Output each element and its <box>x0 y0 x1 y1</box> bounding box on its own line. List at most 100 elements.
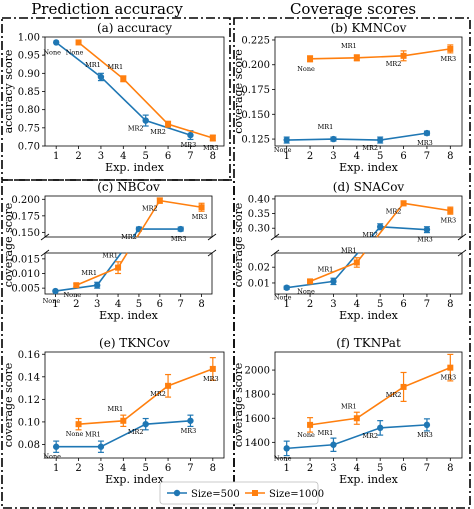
data-point <box>330 278 337 285</box>
y-tick-label: 0.01 <box>248 278 270 289</box>
y-tick-label: 0.015 <box>11 254 40 265</box>
data-point <box>423 129 431 137</box>
point-label: None <box>66 48 84 56</box>
y-tick-label: 2000 <box>245 366 270 377</box>
y-axis-label: coverage score <box>2 363 15 448</box>
data-point <box>177 225 184 233</box>
axes-lower-frame <box>274 252 463 295</box>
accuracy-group-frame <box>1 17 231 181</box>
x-tick-label: 3 <box>330 463 336 474</box>
y-tick-label: 0.30 <box>248 224 270 235</box>
point-label: MR3 <box>440 55 456 63</box>
point-label: None <box>297 65 315 73</box>
y-axis-label: coverage score <box>232 363 245 448</box>
axis-break-mark <box>40 249 50 257</box>
data-point <box>187 131 194 139</box>
point-label: MR1 <box>341 402 357 410</box>
x-axis-label: Exp. index <box>339 473 398 486</box>
axis-break-mark <box>270 233 280 241</box>
y-tick-label: 1400 <box>245 438 270 449</box>
x-tick-label: 8 <box>447 151 453 162</box>
panel-c: 0.150 0.175 0.200 0.005 0.010 0.015 1 2 3 4 5 6 7 8 Ex… <box>2 180 217 322</box>
x-tick-label: 6 <box>165 151 171 162</box>
point-label: MR1 <box>85 61 101 69</box>
panel-f: 1400 1600 1800 2000 1 2 3 4 5 6 7 8 Exp. index covera… <box>232 336 463 486</box>
data-point <box>447 45 454 52</box>
point-label: MR1 <box>341 42 357 50</box>
point-label: MR2 <box>150 128 166 136</box>
x-tick-label: 3 <box>94 299 100 310</box>
point-label: MR2 <box>142 205 158 213</box>
y-axis-label: coverage score <box>232 49 245 134</box>
x-tick-label: 4 <box>354 299 360 310</box>
data-point <box>283 136 290 144</box>
x-axis-label: Exp. index <box>105 473 164 486</box>
data-point <box>75 421 82 428</box>
y-tick-label: 0.12 <box>18 395 40 406</box>
series-line <box>286 280 334 289</box>
data-point <box>52 287 59 295</box>
data-point <box>330 441 337 448</box>
data-point <box>198 204 205 211</box>
axes-upper-frame <box>274 195 463 238</box>
series-line <box>309 261 358 283</box>
x-tick-label: 8 <box>447 463 453 474</box>
x-tick-label: 6 <box>400 463 406 474</box>
y-tick-label: 0.125 <box>241 135 270 146</box>
data-point <box>120 417 127 424</box>
point-label: None <box>63 291 81 299</box>
data-point <box>447 207 454 214</box>
point-label: None <box>43 48 61 56</box>
legend: Size=500 Size=1000 <box>159 481 324 505</box>
data-point <box>156 197 163 204</box>
point-label: MR2 <box>386 391 402 399</box>
y-tick-label: 0.225 <box>241 35 270 46</box>
panel-a: 0.70 0.75 0.80 0.85 0.90 0.95 1.00 1 2 3 4 5 6 7 8 Exp.… <box>2 21 225 174</box>
data-point <box>209 365 216 372</box>
x-tick-label: 7 <box>178 299 184 310</box>
point-label: MR3 <box>440 374 456 382</box>
y-tick-label: 0.175 <box>241 85 270 96</box>
point-label: MR3 <box>181 427 197 435</box>
panel-title: (d) SNACov <box>333 180 405 194</box>
series-line <box>380 225 427 231</box>
x-axis-label: Exp. index <box>105 161 164 174</box>
series-line <box>309 366 451 426</box>
data-point <box>52 39 60 46</box>
axes-frame <box>44 351 225 459</box>
point-label: None <box>274 294 292 302</box>
x-tick-label: 3 <box>98 151 104 162</box>
series-line-break <box>376 202 405 238</box>
series-line <box>310 48 451 60</box>
data-point <box>209 135 216 142</box>
series-line <box>76 266 119 286</box>
y-tick-label: 0.90 <box>18 69 40 80</box>
data-point <box>97 73 105 81</box>
panel-d: 0.30 0.35 0.40 0.01 0.02 1 2 3 4 5 6 7 8 Exp. index co… <box>232 180 467 322</box>
axis-break-mark <box>207 249 217 257</box>
data-point <box>73 282 80 289</box>
y-tick-label: 0.08 <box>18 440 40 451</box>
x-tick-label: 2 <box>307 463 313 474</box>
section-title-right: Coverage scores <box>290 0 416 18</box>
data-point <box>97 443 105 450</box>
y-tick-label: 0.75 <box>18 123 40 134</box>
x-tick-label: 1 <box>52 299 58 310</box>
point-label: None <box>274 454 292 462</box>
y-tick-label: 0.200 <box>241 60 270 71</box>
axis-break-mark <box>457 249 467 257</box>
series-line-break <box>136 200 161 238</box>
data-point <box>165 121 172 128</box>
x-tick-label: 8 <box>210 151 216 162</box>
point-label: MR3 <box>181 141 197 149</box>
data-point <box>307 278 314 285</box>
point-label: MR2 <box>362 144 378 152</box>
x-tick-label: 4 <box>120 151 126 162</box>
data-point <box>93 282 101 289</box>
point-label: MR1 <box>107 63 123 71</box>
y-tick-label: 0.02 <box>248 263 270 274</box>
x-axis-label: Exp. index <box>339 309 398 322</box>
series-line <box>403 202 451 212</box>
axes-frame <box>274 351 463 459</box>
point-label: MR3 <box>417 139 433 147</box>
